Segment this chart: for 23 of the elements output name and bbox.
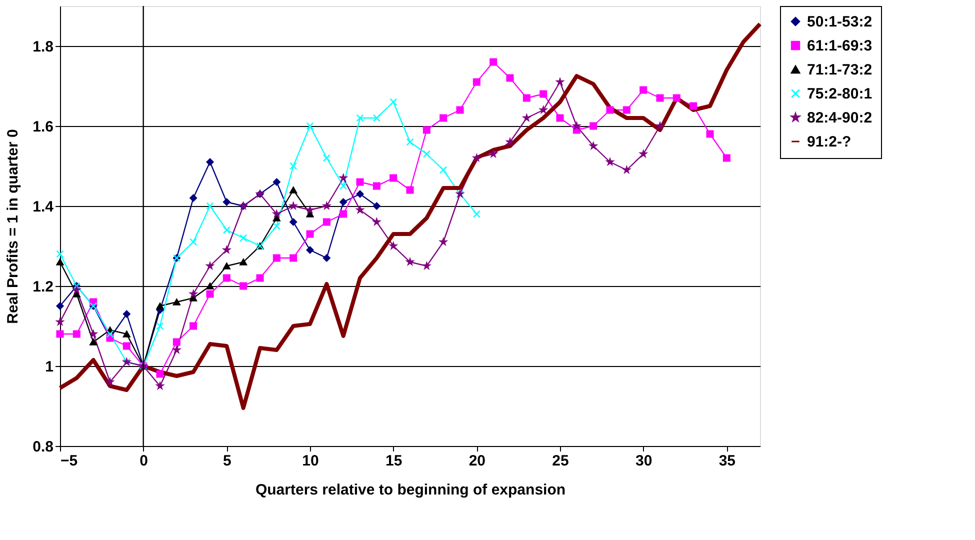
x-tick-label: 30 [635,452,652,470]
x-axis-title: Quarters relative to beginning of expansion [255,482,566,498]
y-tick-label: 0.8 [32,438,54,456]
legend-label: 75:2-80:1 [807,86,872,102]
x-tick-label: 20 [468,452,486,470]
x-tick-label: −5 [60,452,78,470]
y-tick-label: 1.6 [32,118,54,136]
x-tick-label: 25 [552,452,569,470]
legend-label: 71:1-73:2 [807,62,872,78]
x-tick-label: 0 [140,452,148,470]
y-tick-label: 1.8 [32,38,54,56]
x-tick-label: 15 [385,452,402,470]
y-axis-title: Real Profits = 1 in quarter 0 [4,129,22,324]
y-tick-label: 1.4 [32,198,54,216]
legend-label: 82:4-90:2 [807,110,872,126]
x-tick-label: 35 [718,452,736,470]
y-tick-label: 1.2 [32,278,54,296]
legend-label: 50:1-53:2 [807,14,872,30]
legend-label: 61:1-69:3 [807,38,872,54]
x-tick-label: 10 [302,452,319,470]
legend-label: 91:2-? [807,134,852,150]
y-tick-label: 1 [45,358,54,376]
x-tick-label: 5 [222,452,232,470]
